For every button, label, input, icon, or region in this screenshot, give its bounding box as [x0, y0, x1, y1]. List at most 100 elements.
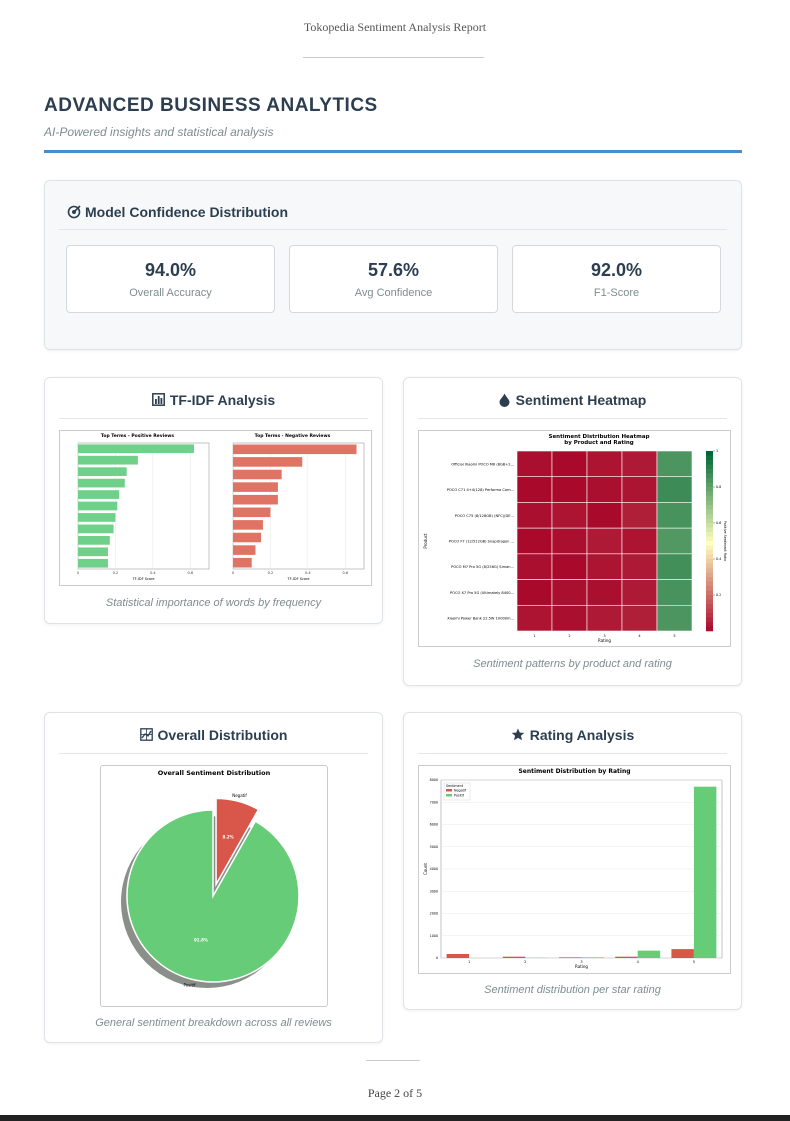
metric: 94.0% Overall Accuracy	[66, 245, 275, 313]
row-label: POCO M7 Pro 5G (8/256G) Siman...	[451, 565, 514, 569]
colorbar-tick-label: 0.8	[716, 485, 721, 489]
metric-value: 92.0%	[590, 260, 643, 280]
colorbar-step	[706, 464, 713, 470]
card-title-text: Sentiment Heatmap	[515, 392, 647, 408]
x-tick-label: 2	[568, 634, 570, 638]
divider	[59, 418, 368, 419]
heat-cell	[621, 579, 658, 606]
colorbar-step	[706, 572, 713, 578]
page-number: Page 2 of 5	[367, 1086, 423, 1100]
icon	[139, 728, 153, 741]
bar	[233, 457, 303, 467]
colorbar-step	[706, 505, 713, 510]
y-tick-label: 5000	[430, 845, 438, 849]
colorbar-step	[706, 622, 713, 627]
colorbar-step	[706, 608, 713, 614]
colorbar-step	[706, 545, 713, 551]
metric-label: F1-Score	[593, 287, 640, 299]
heat-cell	[656, 604, 693, 632]
colorbar-step	[706, 590, 713, 596]
metric-label: Avg Confidence	[354, 287, 433, 299]
bar	[637, 950, 661, 958]
divider	[418, 418, 727, 419]
heat-cell	[586, 450, 623, 478]
x-tick-label: 0.6	[187, 571, 193, 575]
y-tick-label: 3000	[430, 889, 438, 893]
row-label: Official Xiaomi POCO M6 (8GB+2...	[451, 462, 514, 466]
card-title-text: Overall Distribution	[157, 727, 288, 743]
bar	[78, 455, 138, 465]
heat-cell	[656, 502, 693, 529]
caption: Statistical importance of words by frequ…	[105, 597, 322, 609]
chart-title: Sentiment Distribution Heatmap	[548, 434, 649, 440]
heat-cell	[516, 579, 553, 606]
icon	[511, 728, 525, 741]
bar	[78, 478, 125, 488]
x-tick-label: 0.6	[342, 571, 348, 575]
bar	[78, 490, 120, 499]
divider	[59, 229, 727, 230]
chart-title: Sentiment Distribution by Rating	[518, 768, 630, 775]
heat-cell	[621, 476, 658, 503]
colorbar-step	[706, 563, 713, 569]
bar	[233, 557, 252, 568]
legend-swatch	[446, 789, 452, 792]
heatmap-card: Sentiment Heatmap Sentiment Distribution…	[403, 377, 742, 686]
colorbar-step	[706, 613, 713, 618]
bar	[78, 444, 195, 454]
caption: Sentiment distribution per star rating	[484, 984, 661, 996]
x-tick-label: 4	[638, 634, 641, 638]
chart-title: Top Terms - Positive Reviews	[101, 433, 175, 439]
x-tick-label: 4	[637, 960, 640, 964]
bar	[233, 520, 263, 530]
heat-cell	[551, 604, 588, 632]
legend-title: Sentiment	[446, 784, 464, 788]
y-tick-label: 4000	[430, 867, 438, 871]
colorbar-step	[706, 487, 713, 492]
colorbar-step	[706, 473, 713, 479]
colorbar-step	[706, 451, 713, 456]
caption: Sentiment patterns by product and rating	[473, 658, 672, 670]
y-axis-label: Count	[423, 863, 428, 875]
bar	[559, 957, 582, 958]
bar	[671, 949, 694, 958]
heat-cell	[516, 604, 553, 632]
heat-cell	[621, 450, 658, 478]
colorbar-step	[706, 559, 713, 564]
pie-value-label: 8.2%	[223, 835, 234, 840]
heat-cell	[621, 502, 658, 529]
divider	[303, 57, 484, 58]
bar	[502, 956, 526, 958]
y-tick-label: 2000	[430, 912, 438, 916]
heat-cell	[621, 604, 658, 632]
bar	[233, 545, 256, 555]
bar	[233, 494, 278, 505]
heat-cell	[656, 450, 693, 478]
bar	[78, 536, 110, 545]
heat-cell	[586, 502, 623, 529]
x-axis-label: Rating	[575, 964, 588, 969]
colorbar-step	[706, 604, 713, 609]
colorbar-step	[706, 568, 713, 573]
section-title: ADVANCED BUSINESS ANALYTICS	[44, 95, 378, 116]
metric-label: Overall Accuracy	[129, 287, 212, 299]
bar	[693, 786, 717, 958]
heat-cell	[551, 553, 588, 580]
y-tick-label: 8000	[430, 778, 438, 782]
heat-cell	[586, 476, 623, 503]
heat-cell	[656, 553, 693, 580]
chart: Overall Sentiment Distribution 8.2% Negati…	[121, 769, 300, 988]
metric-value: 57.6%	[367, 260, 420, 280]
heat-cell	[551, 476, 588, 503]
bar	[233, 507, 271, 518]
chart: Top Terms - Positive Reviews 0 0.2 0.4 0.6 TF…	[77, 433, 210, 581]
chart: Sentiment Distribution by Rating 0 1000 200…	[423, 768, 723, 969]
bar	[233, 444, 357, 455]
heat-cell	[516, 502, 553, 529]
pie-slice	[215, 797, 260, 888]
pie-label: Positif	[184, 982, 197, 987]
colorbar-step	[706, 460, 713, 465]
colorbar-step	[706, 550, 713, 555]
heat-cell	[516, 450, 553, 478]
